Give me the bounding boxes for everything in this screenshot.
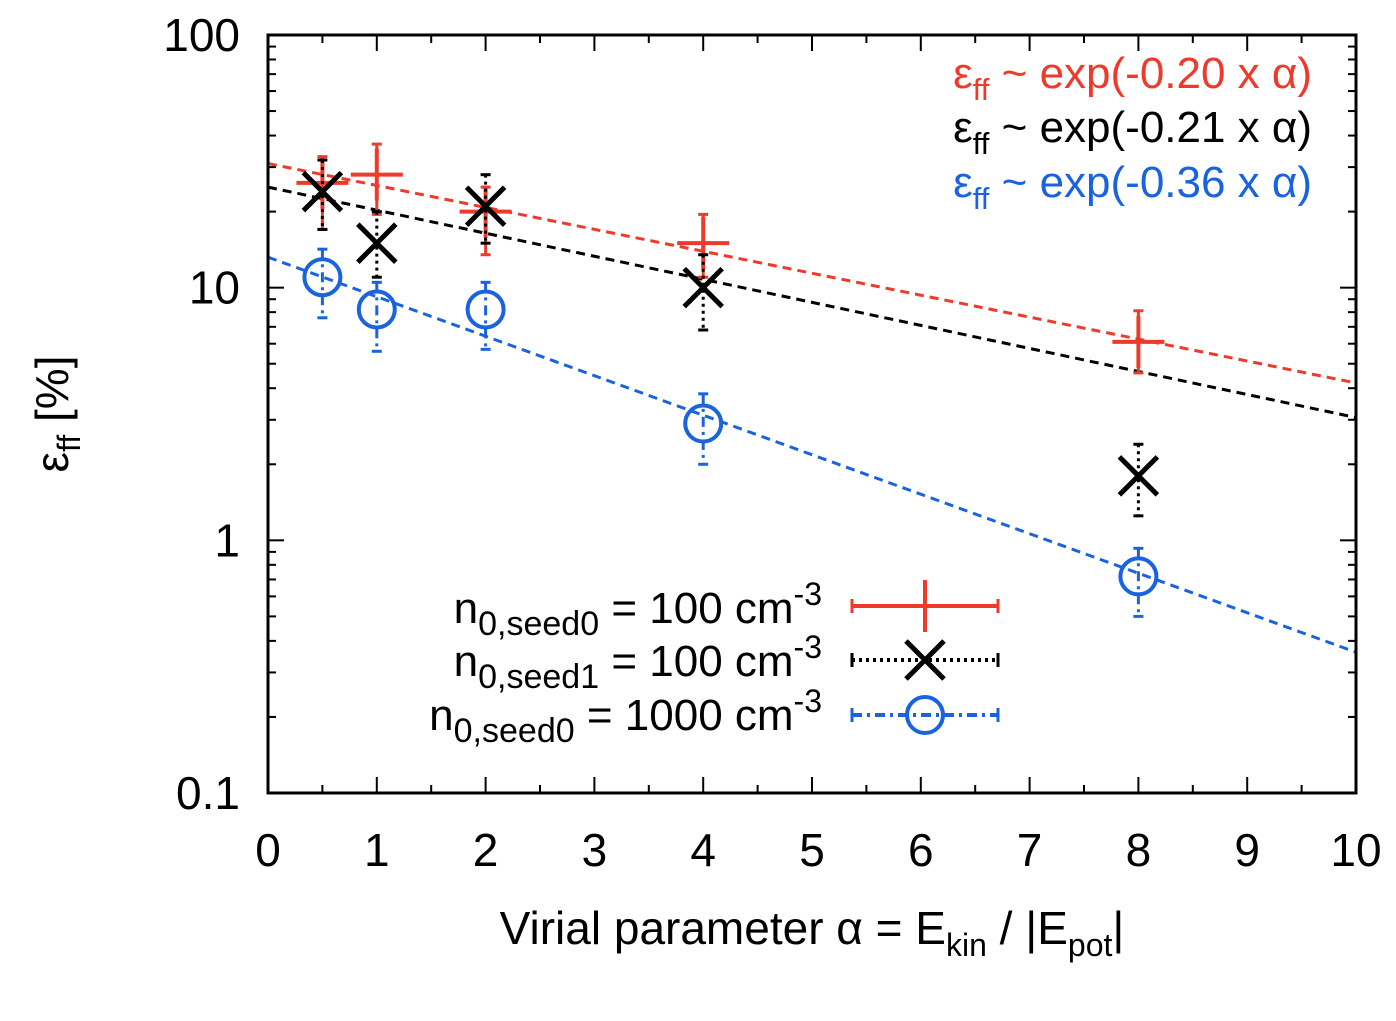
data-point-d2: [356, 222, 398, 264]
fit-label-blue: εff ~ exp(-0.36 x α): [953, 158, 1312, 216]
data-point-ring: [1118, 556, 1159, 597]
y-axis-label-end: [%]: [26, 356, 78, 435]
x-tick-label: 5: [799, 824, 825, 876]
x-tick-label: 0: [255, 824, 281, 876]
y-tick-label: 0.1: [176, 767, 240, 819]
legend-1-main: n: [454, 584, 478, 633]
legend-label-series-3: n0,seed0 = 1000 cm-3: [429, 683, 822, 750]
fit-line-2: [267, 185, 1357, 420]
legend-2-main: n: [454, 637, 478, 686]
legend-label-series-1: n0,seed0 = 100 cm-3: [454, 576, 822, 643]
data-point-ring: [302, 257, 343, 298]
legend-2-mid: = 100 cm: [599, 637, 793, 686]
fit-lines: [267, 162, 1357, 654]
legend: n0,seed0 = 100 cm-3 n0,seed1 = 100 cm-3 …: [429, 576, 1000, 750]
data-point-d2: [682, 266, 724, 309]
x-tick-label: 10: [1330, 824, 1381, 876]
fit-label-blue-rest: ~ exp(-0.36 x α): [989, 158, 1312, 207]
y-axis-label: εff [%]: [26, 356, 87, 473]
fit-label-black-main: ε: [953, 103, 973, 152]
data-point-d2: [1117, 455, 1160, 497]
legend-2-sub: 0,seed1: [478, 658, 599, 696]
fit-label-blue-sub: ff: [973, 181, 990, 216]
x-axis-label-sub2: pot: [1068, 927, 1113, 963]
data-point-ring: [356, 289, 397, 330]
x-tick-label: 2: [473, 824, 499, 876]
x-axis-label: Virial parameter α = Ekin / |Epot|: [500, 902, 1125, 963]
y-tick-label: 100: [163, 9, 240, 61]
x-tick-label: 7: [1017, 824, 1043, 876]
legend-3-sub: 0,seed0: [454, 712, 575, 750]
x-tick-label: 1: [364, 824, 390, 876]
plot-frame: [266, 33, 1358, 795]
series-3: [302, 247, 1159, 618]
legend-marker-3-ring: [905, 695, 945, 735]
legend-1-sub: 0,seed0: [478, 605, 599, 643]
x-tick-label: 4: [690, 824, 716, 876]
legend-label-series-2: n0,seed1 = 100 cm-3: [454, 629, 822, 696]
x-tick-label: 9: [1234, 824, 1260, 876]
data-markers: [296, 142, 1165, 618]
legend-3-sup: -3: [794, 683, 822, 719]
x-tick-label: 3: [582, 824, 608, 876]
legend-2-sup: -3: [794, 629, 822, 665]
fit-label-red-rest: ~ exp(-0.20 x α): [989, 49, 1312, 98]
legend-1-mid: = 100 cm: [599, 584, 793, 633]
data-point-ring: [683, 403, 724, 444]
fit-label-black-sub: ff: [973, 126, 990, 161]
y-tick-label: 10: [189, 262, 240, 314]
legend-3-main: n: [429, 691, 453, 740]
tick-labels: 0 1 2 3 4 5 6 7 8 9 10 0.1 1 10 100: [163, 9, 1381, 876]
fit-label-black-rest: ~ exp(-0.21 x α): [989, 103, 1312, 152]
fit-label-red: εff ~ exp(-0.20 x α): [953, 49, 1312, 107]
legend-swatches: [850, 580, 1000, 735]
fit-line-1: [267, 162, 1357, 385]
fit-label-red-main: ε: [953, 49, 973, 98]
x-tick-label: 8: [1126, 824, 1152, 876]
x-axis-label-mid: / |E: [987, 902, 1068, 954]
x-axis-label-end: |: [1112, 902, 1124, 954]
fit-label-red-sub: ff: [973, 72, 990, 107]
data-point-d2: [301, 170, 344, 213]
y-axis-label-sub: ff: [51, 435, 87, 452]
y-axis-label-main: ε: [26, 452, 78, 473]
data-point-ring: [465, 289, 506, 330]
axis-ticks: [267, 34, 1357, 794]
fit-line-3: [267, 255, 1357, 654]
x-tick-label: 6: [908, 824, 934, 876]
data-point-d2: [464, 185, 507, 228]
x-axis-label-sub1: kin: [946, 927, 987, 963]
x-axis-label-main: Virial parameter α = E: [500, 902, 946, 954]
y-tick-label: 1: [214, 514, 240, 566]
legend-3-mid: = 1000 cm: [575, 691, 794, 740]
legend-1-sup: -3: [794, 576, 822, 612]
series-2: [301, 158, 1160, 518]
fit-label-black: εff ~ exp(-0.21 x α): [953, 103, 1312, 161]
legend-marker-2-d2: [904, 639, 946, 681]
fit-label-blue-main: ε: [953, 158, 973, 207]
